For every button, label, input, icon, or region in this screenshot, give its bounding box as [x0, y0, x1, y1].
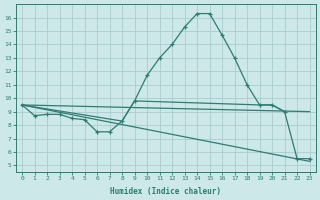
X-axis label: Humidex (Indice chaleur): Humidex (Indice chaleur) — [110, 187, 221, 196]
